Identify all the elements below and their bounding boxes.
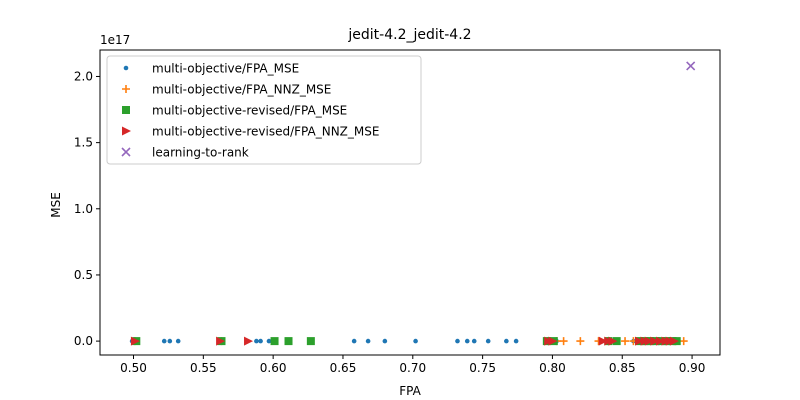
data-points — [129, 61, 696, 346]
data-point — [284, 337, 293, 346]
y-tick-label: 2.0 — [74, 69, 93, 83]
y-tick-label: 1.0 — [74, 202, 93, 216]
data-point — [598, 336, 608, 346]
y-offset-label: 1e17 — [100, 33, 130, 47]
legend-marker — [123, 65, 129, 71]
data-point — [266, 338, 272, 344]
x-tick-label: 0.85 — [609, 361, 636, 375]
legend-marker — [122, 126, 131, 136]
x-tick-label: 0.55 — [190, 361, 217, 375]
data-point — [216, 336, 226, 346]
series-3 — [130, 336, 679, 346]
series-4 — [686, 61, 696, 71]
legend-marker — [121, 147, 131, 157]
y-tick-label: 1.5 — [74, 136, 93, 150]
chart-title: jedit-4.2_jedit-4.2 — [347, 27, 471, 43]
axis-ticks: 0.50 0.55 0.60 0.65 0.70 0.75 0.80 0.85 0.90 0.0 0… — [74, 69, 706, 375]
y-axis-label: MSE — [49, 192, 63, 218]
data-point — [244, 336, 254, 346]
x-tick-label: 0.75 — [469, 361, 496, 375]
legend-label: multi-objective-revised/FPA_NNZ_MSE — [152, 125, 379, 139]
data-point — [485, 338, 491, 344]
data-point — [161, 338, 167, 344]
data-point — [608, 336, 618, 346]
x-tick-label: 0.90 — [679, 361, 706, 375]
data-point — [548, 336, 558, 346]
data-point — [382, 338, 388, 344]
data-point — [455, 338, 460, 344]
data-point — [254, 338, 259, 344]
data-point — [504, 338, 509, 344]
x-tick-label: 0.60 — [260, 361, 287, 375]
data-point — [130, 336, 140, 346]
x-tick-label: 0.70 — [399, 361, 426, 375]
x-tick-label: 0.80 — [539, 361, 566, 375]
legend-marker — [122, 106, 130, 114]
data-point — [650, 336, 660, 346]
data-point — [167, 338, 173, 344]
data-point — [513, 338, 519, 344]
x-tick-label: 0.65 — [330, 361, 357, 375]
data-point — [365, 338, 371, 344]
y-tick-label: 0.5 — [74, 268, 93, 282]
data-point — [413, 338, 418, 344]
data-point — [175, 338, 181, 344]
legend-label: multi-objective/FPA_MSE — [152, 62, 299, 76]
data-point — [686, 61, 696, 71]
legend-marker — [122, 85, 130, 93]
plot-frame — [99, 49, 721, 356]
data-point — [669, 336, 679, 346]
data-point — [621, 337, 630, 346]
data-point — [471, 338, 477, 344]
x-axis-label: FPA — [399, 384, 421, 398]
legend: multi-objective/FPA_MSE multi-objective/F… — [106, 55, 422, 165]
data-point — [635, 336, 645, 346]
data-point — [464, 338, 470, 344]
data-point — [258, 338, 263, 344]
data-point — [576, 337, 585, 346]
series-0 — [129, 338, 675, 344]
data-point — [679, 337, 688, 346]
legend-label: multi-objective/FPA_NNZ_MSE — [152, 83, 331, 97]
legend-label: multi-objective-revised/FPA_MSE — [152, 104, 347, 118]
legend-label: learning-to-rank — [152, 146, 249, 160]
y-tick-label: 0.0 — [74, 334, 93, 348]
data-point — [306, 337, 315, 346]
data-point — [351, 338, 357, 344]
legend-frame — [106, 55, 422, 165]
x-tick-label: 0.50 — [120, 361, 147, 375]
data-point — [644, 336, 654, 346]
data-point — [559, 337, 568, 346]
data-point — [655, 336, 665, 346]
data-point — [270, 337, 279, 346]
